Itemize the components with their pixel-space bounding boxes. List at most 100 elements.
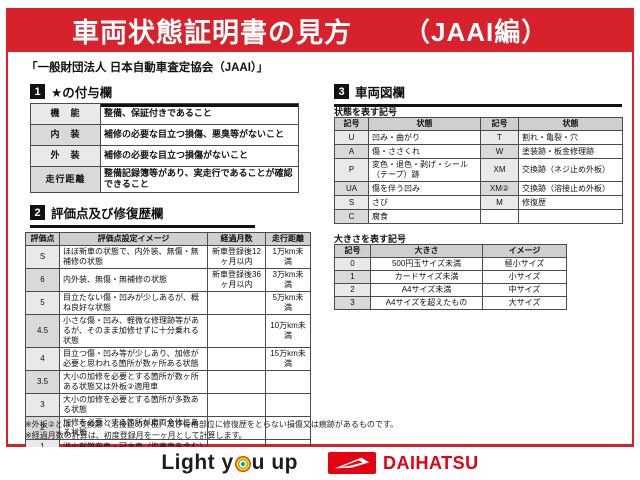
table-cell: 大サイズ <box>482 296 567 310</box>
table-cell: 交換跡（溶接止め外板） <box>518 181 623 196</box>
table-cell: カードサイズ未満 <box>370 270 483 284</box>
table-cell <box>207 393 266 417</box>
table-cell: 小さな傷・凹み、軽微な修理跡等があるが、そのまま加修せずに十分乗れる状態 <box>59 314 208 348</box>
table-cell: U <box>334 130 369 145</box>
table-cell <box>207 314 266 348</box>
table-cell: 1 <box>334 270 371 284</box>
table-cell: 3 <box>25 393 60 417</box>
rainbow-ring-icon <box>234 456 251 472</box>
table-cell: 1万km未満 <box>265 245 311 269</box>
table-cell: 補修の必要な目立つ損傷がないこと <box>100 145 299 167</box>
daihatsu-logo: DAIHATSU <box>327 452 479 474</box>
table-cell: 大小の加修を必要とする箇所が数ヶ所ある状態又は外板②適用車 <box>59 370 208 394</box>
table-cell: 交換跡（ネジ止め外板） <box>518 158 623 182</box>
frame-left-border <box>6 52 8 444</box>
table-cell: 修復歴 <box>518 195 623 210</box>
table-cell: A4サイズを超えたもの <box>370 296 483 310</box>
table-row: 4.5 小さな傷・凹み、軽微な修理跡等があるが、そのまま加修せずに十分乗れる状態 1… <box>25 314 311 348</box>
table-cell: XM <box>480 158 519 182</box>
table-cell: 走行距離 <box>30 166 101 193</box>
table-cell: T <box>480 130 519 145</box>
table-cell: 3万km未満 <box>265 268 311 292</box>
light-you-up-logo: Light y u up <box>161 451 298 475</box>
column-header: 記号 <box>480 117 519 131</box>
table-row: 1 カードサイズ未満 小サイズ <box>334 270 567 284</box>
table-cell: 3.5 <box>25 370 60 394</box>
table-cell: A4サイズ未満 <box>370 283 483 297</box>
table-cell: S <box>25 245 60 269</box>
table-cell: 整備、保証付きであること <box>100 103 299 125</box>
table-cell: 傷を伴う凹み <box>368 181 481 196</box>
table-cell: C <box>334 209 369 224</box>
table-cell: M <box>480 195 519 210</box>
daihatsu-wordmark: DAIHATSU <box>382 452 479 473</box>
table-row: A 傷・ささくれ W 塗装跡・板金修理跡 <box>334 144 623 159</box>
table-row: 4 目立つ傷・凹み等が少しあり、加修が必要と思われる箇所が数ヶ所ある状態 15万km… <box>25 347 311 371</box>
table-cell: 塗装跡・板金修理跡 <box>518 144 623 159</box>
column-header: 記号 <box>334 244 371 258</box>
footer-brand-strip: Light y u up DAIHATSU <box>0 447 640 479</box>
table-row: 外 装補修の必要な目立つ損傷がないこと <box>30 145 299 167</box>
table-cell: 凹み・曲がり <box>368 130 481 145</box>
table-cell: ほぼ新車の状態で、内外装、無傷・無補修の状態 <box>59 245 208 269</box>
table-cell: 内 装 <box>30 124 101 146</box>
table-cell: 4 <box>25 347 60 371</box>
table-row: 0 500円玉サイズ未満 極小サイズ <box>334 257 567 271</box>
table-cell: 新車登録後12ヶ月以内 <box>207 245 266 269</box>
table-cell: 5万km未満 <box>265 291 311 315</box>
daihatsu-mark-icon <box>327 452 376 474</box>
table-header-row: 記号 状態 記号 状態 <box>334 117 623 131</box>
table-cell: 機 能 <box>30 103 101 125</box>
table-row: 機 能整備、保証付きであること <box>30 103 299 125</box>
table-cell: 10万km未満 <box>265 314 311 348</box>
table-header-row: 評価点 評価点設定イメージ 経過月数 走行距離 <box>25 232 311 246</box>
frame-bottom-border <box>6 444 634 447</box>
table-row: 2 A4サイズ未満 中サイズ <box>334 283 567 297</box>
table-cell: 極小サイズ <box>482 257 567 271</box>
column-header: 記号 <box>334 117 369 131</box>
state-symbols-label: 状態を表す記号 <box>334 107 398 117</box>
table-cell: 500円玉サイズ未満 <box>370 257 483 271</box>
column-header: 経過月数 <box>207 232 266 246</box>
table-cell: S <box>334 195 369 210</box>
table-cell: 小サイズ <box>482 270 567 284</box>
table-row: 6 内外装、無傷・無補修の状態 新車登録後36ヶ月以内 3万km未満 <box>25 268 311 292</box>
state-symbol-table: 記号 状態 記号 状態 U 凹み・曲がり T 割れ・亀裂・穴 A 傷・ささくれ W 塗装跡・板… <box>334 117 623 224</box>
column-header: 評価点設定イメージ <box>59 232 208 246</box>
table-cell <box>207 291 266 315</box>
table-cell: 2 <box>334 283 371 297</box>
table-cell: XM② <box>480 181 519 196</box>
tagline-text-left: Light y <box>161 451 234 474</box>
table-cell: 補修の必要な目立つ損傷、悪臭等がないこと <box>100 124 299 146</box>
page-title: 車両状態証明書の見方 <box>72 17 352 48</box>
association-subtitle: 「一般財団法人 日本自動車査定協会（JAAI）」 <box>26 62 269 74</box>
section-3-badge: 3 <box>334 84 349 99</box>
section-1-title: ★の付与欄 <box>51 86 113 100</box>
table-row: P 変色・退色・剥げ・シール（テープ）跡 XM 交換跡（ネジ止め外板） <box>334 158 623 182</box>
evaluation-score-table: 評価点 評価点設定イメージ 経過月数 走行距離 S ほぼ新車の状態で、内外装、無傷… <box>25 232 311 468</box>
table-cell: 大小の加修を必要とする箇所が多数ある状態 <box>59 393 208 417</box>
table-cell: さび <box>368 195 481 210</box>
table-cell: 0 <box>334 257 371 271</box>
table-row: 3 A4サイズを超えたもの 大サイズ <box>334 296 567 310</box>
footnote-line: ※外板②とは、交換跡（溶接止め外板）及び骨格部位に修復歴をとらない損傷又は痕跡が… <box>25 420 399 429</box>
table-row: C 腐食 <box>334 209 623 224</box>
column-header: 走行距離 <box>265 232 311 246</box>
table-cell: A <box>334 144 369 159</box>
column-header: 状態 <box>368 117 481 131</box>
table-cell: 5 <box>25 291 60 315</box>
frame-right-border <box>632 52 634 444</box>
table-cell: W <box>480 144 519 159</box>
star-criteria-table: 機 能整備、保証付きであること内 装補修の必要な目立つ損傷、悪臭等がないこと外 … <box>30 103 299 193</box>
table-cell <box>207 347 266 371</box>
table-cell: 中サイズ <box>482 283 567 297</box>
table-cell: 3 <box>334 296 371 310</box>
table-cell: 傷・ささくれ <box>368 144 481 159</box>
tagline-text-right: u up <box>251 451 298 474</box>
table-row: 走行距離 整備記録簿等があり、実走行であることが確認できること <box>30 166 299 193</box>
page-banner: 車両状態証明書の見方 （JAAI編） <box>6 8 634 52</box>
table-cell <box>207 370 266 394</box>
table-cell: 15万km未満 <box>265 347 311 371</box>
column-header: イメージ <box>482 244 567 258</box>
